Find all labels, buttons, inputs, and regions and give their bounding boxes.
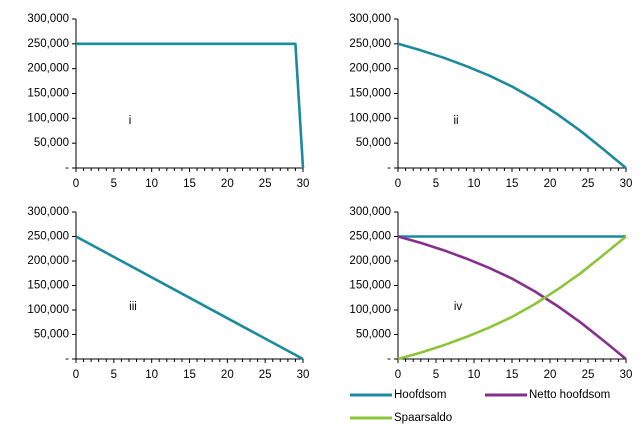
y-tick-label: 100,000 <box>349 112 391 124</box>
panel-label-ii: ii <box>453 115 458 127</box>
y-tick-label: - <box>65 353 69 365</box>
x-tick-label: 15 <box>183 369 196 381</box>
x-tick-label: 25 <box>259 178 272 190</box>
chart-panel-iv: - 50,000 100,000 150,000 200,000 250,000 300,0… <box>349 206 632 381</box>
y-tick-label: 200,000 <box>27 63 69 75</box>
x-tick-label: 10 <box>145 369 158 381</box>
legend-label: Netto hoofdsom <box>529 389 610 401</box>
x-tick-label: 20 <box>221 178 234 190</box>
x-tick-label: 15 <box>183 178 196 190</box>
legend-label: Spaarsaldo <box>394 412 452 424</box>
x-tick-label: 25 <box>259 369 272 381</box>
series-line-hoofdsom <box>397 42 627 170</box>
x-tick-label: 30 <box>297 178 310 190</box>
x-tick-label: 0 <box>73 178 79 190</box>
y-tick-label: 250,000 <box>27 38 69 50</box>
series-line-hoofdsom <box>76 42 305 169</box>
y-tick-label: 100,000 <box>27 304 69 316</box>
chart-panel-iii: - 50,000 100,000 150,000 200,000 250,000 300,0… <box>27 206 309 381</box>
y-tick-label: 50,000 <box>34 329 69 341</box>
x-tick-label: 5 <box>111 369 117 381</box>
x-tick-label: 15 <box>506 178 519 190</box>
legend-entry-netto: Netto hoofdsom <box>485 389 610 401</box>
x-tick-label: 30 <box>620 369 633 381</box>
y-tick-label: 300,000 <box>349 206 391 218</box>
panel-label-iv: iv <box>454 301 463 313</box>
y-tick-label: 50,000 <box>356 137 391 149</box>
panel-label-i: i <box>129 115 132 127</box>
y-tick-label: 150,000 <box>349 280 391 292</box>
y-tick-label: 300,000 <box>27 206 69 218</box>
chart-panel-i: - 50,000 100,000 150,000 200,000 250,000 300,0… <box>27 13 309 190</box>
y-tick-label: 50,000 <box>34 137 69 149</box>
y-tick-label: 250,000 <box>27 231 69 243</box>
x-tick-label: 20 <box>544 369 557 381</box>
y-tick-label: 100,000 <box>349 304 391 316</box>
series-line-hoofdsom <box>75 235 304 361</box>
x-tick-label: 10 <box>468 369 481 381</box>
y-tick-label: 200,000 <box>27 255 69 267</box>
x-tick-label: 10 <box>468 178 481 190</box>
series-line-netto <box>397 235 627 361</box>
y-tick-label: 150,000 <box>27 280 69 292</box>
y-tick-label: - <box>387 353 391 365</box>
series-line-spaarsaldo <box>397 235 627 361</box>
x-tick-label: 25 <box>582 178 595 190</box>
y-tick-label: - <box>387 162 391 174</box>
y-tick-label: 50,000 <box>356 329 391 341</box>
legend-label: Hoofdsom <box>394 389 446 401</box>
x-tick-label: 0 <box>73 369 79 381</box>
y-tick-label: 150,000 <box>349 88 391 100</box>
y-tick-label: - <box>65 162 69 174</box>
y-tick-label: 250,000 <box>349 231 391 243</box>
x-tick-label: 0 <box>395 369 401 381</box>
chart-panel-ii: - 50,000 100,000 150,000 200,000 250,000 300,0… <box>349 13 632 190</box>
y-tick-label: 100,000 <box>27 112 69 124</box>
x-tick-label: 5 <box>433 178 439 190</box>
x-tick-label: 5 <box>433 369 439 381</box>
x-tick-label: 5 <box>111 178 117 190</box>
y-tick-label: 300,000 <box>349 13 391 25</box>
x-tick-label: 30 <box>297 369 310 381</box>
y-tick-label: 300,000 <box>27 13 69 25</box>
panel-label-iii: iii <box>129 301 137 313</box>
x-tick-label: 25 <box>582 369 595 381</box>
y-tick-label: 250,000 <box>349 38 391 50</box>
x-tick-label: 0 <box>395 178 401 190</box>
y-tick-label: 200,000 <box>349 255 391 267</box>
y-tick-label: 200,000 <box>349 63 391 75</box>
x-tick-label: 20 <box>221 369 234 381</box>
x-tick-label: 20 <box>544 178 557 190</box>
y-tick-label: 150,000 <box>27 88 69 100</box>
x-tick-label: 10 <box>145 178 158 190</box>
legend-entry-hoofdsom: Hoofdsom <box>350 389 446 401</box>
legend-entry-spaarsaldo: Spaarsaldo <box>350 412 452 424</box>
x-tick-label: 15 <box>506 369 519 381</box>
legend: Hoofdsom Netto hoofdsom Spaarsaldo <box>350 389 610 424</box>
x-tick-label: 30 <box>620 178 633 190</box>
